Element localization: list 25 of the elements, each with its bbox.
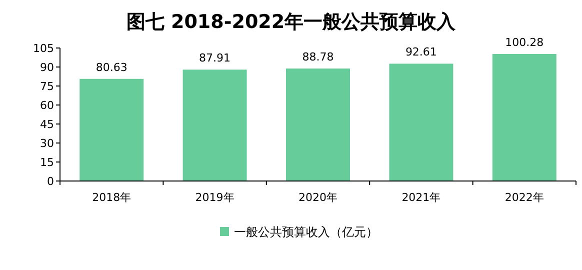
y-tick-label: 45: [40, 118, 54, 131]
y-tick-label: 0: [47, 175, 54, 188]
x-tick-label: 2021年: [402, 191, 441, 204]
data-label: 100.28: [505, 36, 544, 49]
y-tick-label: 15: [40, 156, 54, 169]
y-tick-label: 60: [40, 99, 54, 112]
data-label: 92.61: [405, 46, 437, 59]
bar: [492, 54, 556, 181]
x-tick-label: 2020年: [298, 191, 338, 204]
bar: [182, 70, 247, 181]
x-tick-label: 2019年: [195, 191, 234, 204]
x-tick-label: 2018年: [92, 191, 132, 204]
y-tick-label: 105: [33, 42, 54, 55]
chart-title: 图七 2018-2022年一般公共预算收入: [126, 11, 457, 33]
y-tick-label: 75: [40, 80, 54, 93]
data-label: 87.91: [199, 52, 231, 65]
legend-label: 一般公共预算收入（亿元）: [234, 225, 378, 239]
y-tick-label: 90: [40, 61, 54, 74]
data-label: 80.63: [96, 60, 128, 74]
bar: [80, 78, 144, 181]
y-tick-label: 30: [40, 137, 54, 150]
data-label: 88.78: [302, 50, 334, 64]
bar: [286, 68, 350, 181]
bar: [389, 64, 454, 181]
x-tick-label: 2022年: [504, 191, 544, 204]
